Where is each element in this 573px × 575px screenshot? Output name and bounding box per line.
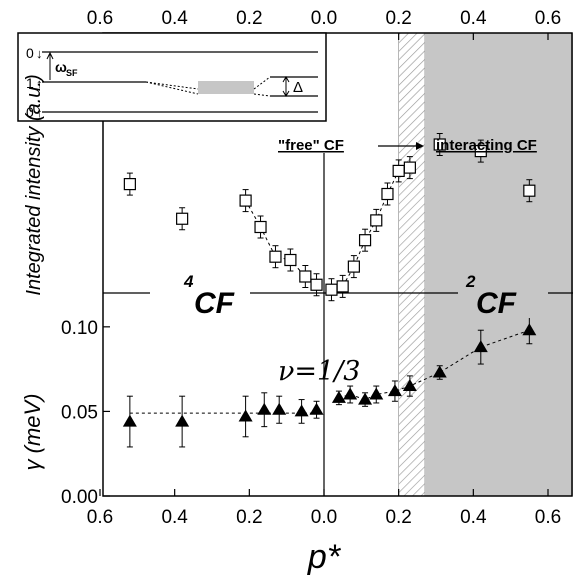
x-tick-label: 0.6 — [535, 507, 561, 528]
data-point-open-square — [474, 145, 487, 158]
data-point-open-square — [310, 278, 323, 291]
spin-up-arrow-icon: ↑ — [36, 76, 43, 91]
inset-band — [198, 81, 254, 94]
annotations: "free" CF interacting CF 4 CF 2 CF ν=1/3 — [150, 137, 548, 387]
inset-dotted-connector — [145, 81, 199, 95]
data-point-open-square — [325, 283, 338, 296]
lower-y-axis-title: γ (meV) — [20, 394, 45, 471]
spin-down-arrow-icon: ↓ — [36, 46, 43, 61]
filling-factor-label: ν=1/3 — [278, 356, 361, 387]
data-point-filled-triangle — [294, 404, 309, 417]
delta-label: Δ — [293, 79, 303, 96]
x-tick-label: 0.0 — [311, 507, 337, 528]
data-point-open-square — [239, 194, 252, 207]
data-point-filled-triangle — [331, 390, 346, 403]
data-point-open-square — [176, 212, 189, 225]
data-point-filled-triangle — [522, 323, 537, 336]
data-point-filled-triangle — [175, 414, 190, 427]
x-top-tick-label: 0.2 — [236, 8, 262, 29]
data-point-open-square — [347, 260, 360, 273]
data-point-open-square — [299, 270, 312, 283]
inset-dotted-connector — [253, 76, 271, 90]
x-tick-label: 0.4 — [161, 507, 188, 528]
label-4cf-background — [150, 282, 250, 318]
axis-ticks: 0.60.60.40.40.20.20.00.00.20.20.40.40.60… — [61, 8, 561, 528]
interacting-cf-label: interacting CF — [436, 137, 537, 154]
data-point-open-square — [284, 253, 297, 267]
spin-up-arrow-icon: ↑ — [36, 105, 43, 120]
y-tick-label: 0.00 — [61, 487, 98, 508]
label-2cf-superscript: 2 — [465, 272, 476, 291]
x-top-tick-label: 0.2 — [385, 8, 411, 29]
upper-panel-marks — [123, 133, 536, 302]
omega-subscript: SF — [66, 68, 78, 78]
regions-layer — [398, 32, 573, 497]
x-axis-title: p* — [307, 538, 342, 575]
data-point-filled-triangle — [122, 414, 137, 427]
label-4cf: CF — [194, 287, 235, 320]
data-point-filled-triangle — [272, 402, 287, 415]
hatched-crossover-region — [398, 32, 426, 497]
y-tick-label: 0.10 — [61, 318, 98, 339]
data-point-filled-triangle — [343, 387, 358, 400]
omega-label: ω — [55, 59, 67, 75]
omega-arrow-head — [46, 51, 54, 60]
x-tick-label: 0.4 — [460, 507, 487, 528]
x-top-tick-label: 0.0 — [311, 8, 337, 29]
delta-arrow-heads — [282, 76, 290, 97]
y-tick-label: 0.05 — [61, 402, 98, 423]
lower-rising-guide — [338, 329, 530, 401]
inset-level-bottom-label: 0 — [26, 104, 34, 120]
data-point-filled-triangle — [402, 379, 417, 392]
x-top-tick-label: 0.4 — [161, 8, 188, 29]
x-tick-label: 0.6 — [87, 507, 113, 528]
x-tick-label: 0.2 — [385, 507, 411, 528]
upper-y-axis-title: Integrated intensity (a.u.) — [23, 74, 45, 295]
data-point-open-square — [269, 250, 282, 263]
data-point-filled-triangle — [238, 409, 253, 422]
data-point-open-square — [381, 187, 394, 201]
data-point-open-square — [123, 178, 136, 191]
data-point-filled-triangle — [432, 365, 447, 378]
data-point-open-square — [403, 161, 416, 174]
inset-dotted-connector — [253, 93, 271, 97]
x-top-tick-label: 0.6 — [87, 8, 113, 29]
x-top-tick-label: 0.6 — [535, 8, 561, 29]
inset-level-top-label: 0 — [26, 45, 34, 61]
data-point-open-square — [392, 164, 405, 177]
data-point-open-square — [254, 220, 267, 234]
lower-panel-marks — [122, 316, 537, 448]
upper-right-guide — [331, 167, 411, 291]
energy-level-inset: 0 ↓ 1 ↑ 0 ↑ ω SF Δ — [17, 32, 327, 122]
data-point-filled-triangle — [257, 402, 272, 415]
data-point-filled-triangle — [309, 402, 324, 415]
x-top-tick-label: 0.4 — [460, 8, 487, 29]
x-tick-label: 0.2 — [236, 507, 262, 528]
free-cf-label: "free" CF — [278, 137, 344, 154]
data-point-open-square — [336, 280, 349, 293]
plot-frame — [102, 32, 573, 497]
inset-dotted-connector — [145, 81, 199, 90]
label-2cf-background — [458, 282, 548, 318]
data-point-open-square — [358, 234, 372, 247]
data-point-open-square — [370, 214, 383, 227]
label-4cf-superscript: 4 — [183, 272, 194, 291]
data-point-open-square — [433, 138, 446, 151]
transition-arrow-head — [416, 142, 424, 150]
inset-level-mid-label: 1 — [26, 75, 34, 91]
data-point-filled-triangle — [387, 384, 402, 397]
data-point-filled-triangle — [473, 340, 488, 353]
data-point-filled-triangle — [358, 392, 373, 405]
label-2cf: CF — [476, 287, 517, 320]
data-point-filled-triangle — [369, 387, 384, 400]
interacting-cf-region — [424, 33, 573, 496]
data-point-open-square — [523, 184, 536, 197]
